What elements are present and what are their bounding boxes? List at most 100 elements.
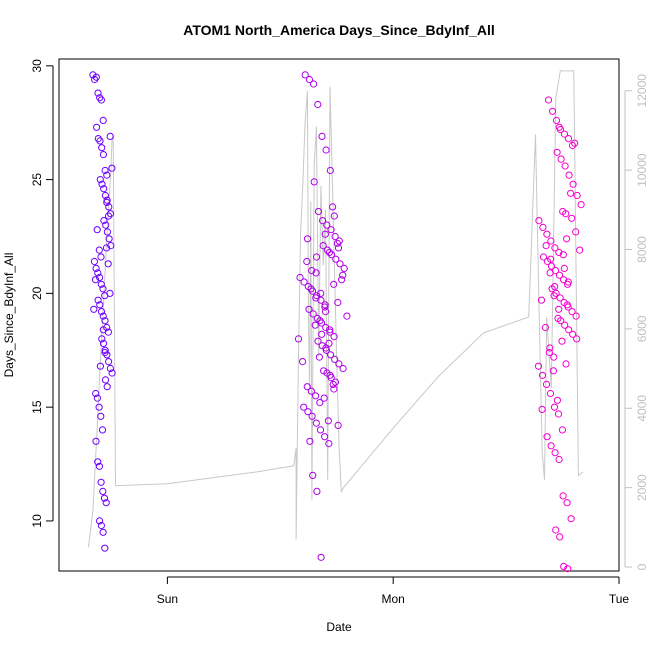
data-point xyxy=(334,244,343,252)
data-point xyxy=(333,239,341,247)
data-point xyxy=(103,351,111,359)
data-point xyxy=(565,171,573,179)
data-point xyxy=(569,180,577,188)
x-axis-label: Date xyxy=(326,620,352,634)
y-tick-label: 25 xyxy=(30,173,44,187)
data-point xyxy=(562,360,570,368)
data-point xyxy=(568,214,576,222)
data-point xyxy=(557,155,565,163)
data-point xyxy=(303,257,311,266)
data-point xyxy=(565,326,573,334)
data-point xyxy=(97,96,106,104)
data-point xyxy=(547,255,555,263)
x-tick-label: Tue xyxy=(609,592,630,606)
data-point xyxy=(567,189,575,197)
data-point xyxy=(103,198,111,206)
data-point xyxy=(301,71,309,79)
data-point xyxy=(542,242,550,250)
data-point xyxy=(108,164,116,172)
data-point xyxy=(324,417,332,425)
data-point xyxy=(305,305,313,313)
x-tick-label: Mon xyxy=(382,592,405,606)
data-point xyxy=(97,478,105,486)
data-point xyxy=(554,410,563,418)
data-point xyxy=(555,123,563,131)
data-point xyxy=(99,487,107,495)
data-point xyxy=(306,437,314,445)
data-point xyxy=(108,369,116,377)
data-point xyxy=(99,116,107,125)
chart-title: ATOM1 North_America Days_Since_BdyInf_Al… xyxy=(183,22,494,38)
data-point xyxy=(96,301,104,309)
data-point xyxy=(573,191,581,200)
data-point xyxy=(101,317,109,325)
y-axis-right: 0 2000 4000 6000 8000 10000 12000 xyxy=(624,74,649,570)
data-point xyxy=(552,116,561,125)
data-point xyxy=(99,285,107,293)
data-point xyxy=(101,544,109,552)
data-point xyxy=(95,403,103,411)
data-point xyxy=(328,251,336,259)
data-point xyxy=(92,389,100,398)
data-point xyxy=(98,426,107,434)
data-point xyxy=(556,294,564,302)
y2-tick-label: 8000 xyxy=(635,236,649,263)
data-point xyxy=(103,196,111,204)
data-point xyxy=(320,394,328,402)
data-point xyxy=(336,260,344,268)
y-axis-label: Days_Since_BdyInf_All xyxy=(2,253,16,378)
y-tick-label: 30 xyxy=(30,59,44,73)
data-point xyxy=(296,273,304,282)
data-point xyxy=(559,251,567,259)
data-point xyxy=(314,337,322,345)
data-point xyxy=(548,107,557,115)
data-point xyxy=(104,212,113,220)
data-point xyxy=(556,533,564,541)
data-point xyxy=(308,267,316,275)
data-point xyxy=(547,442,555,450)
data-point xyxy=(563,235,571,243)
data-point xyxy=(103,228,112,236)
data-point xyxy=(97,412,105,420)
data-point xyxy=(103,383,111,391)
plot-frame xyxy=(58,58,620,572)
data-point xyxy=(97,280,105,288)
data-point xyxy=(304,408,312,416)
data-point xyxy=(338,276,346,284)
series-line xyxy=(87,70,584,548)
data-point xyxy=(102,499,110,507)
data-point xyxy=(90,305,98,313)
data-point xyxy=(558,337,566,345)
data-point xyxy=(98,335,106,343)
data-point xyxy=(564,135,573,143)
data-point xyxy=(106,289,114,297)
data-point xyxy=(563,301,571,309)
data-point xyxy=(321,433,329,441)
data-point xyxy=(309,310,317,318)
data-point xyxy=(90,257,99,266)
data-point xyxy=(318,330,326,338)
data-point xyxy=(332,255,340,263)
data-point xyxy=(99,528,107,536)
data-point xyxy=(563,499,571,507)
data-point xyxy=(576,246,584,254)
data-point xyxy=(537,296,546,304)
y2-tick-label: 12000 xyxy=(635,74,649,108)
data-point xyxy=(560,130,569,138)
data-point xyxy=(105,358,113,366)
data-point xyxy=(551,244,559,252)
data-point xyxy=(572,312,580,320)
data-point xyxy=(319,217,327,225)
data-point xyxy=(314,207,322,216)
data-point xyxy=(107,242,115,250)
data-point xyxy=(567,515,575,523)
data-point xyxy=(99,312,107,320)
y2-tick-label: 6000 xyxy=(635,315,649,342)
data-point xyxy=(319,242,327,250)
data-point xyxy=(553,396,562,404)
y2-tick-label: 0 xyxy=(635,563,649,570)
data-point xyxy=(94,296,102,304)
data-point xyxy=(539,253,548,261)
data-point xyxy=(549,367,558,375)
data-point xyxy=(534,362,543,370)
